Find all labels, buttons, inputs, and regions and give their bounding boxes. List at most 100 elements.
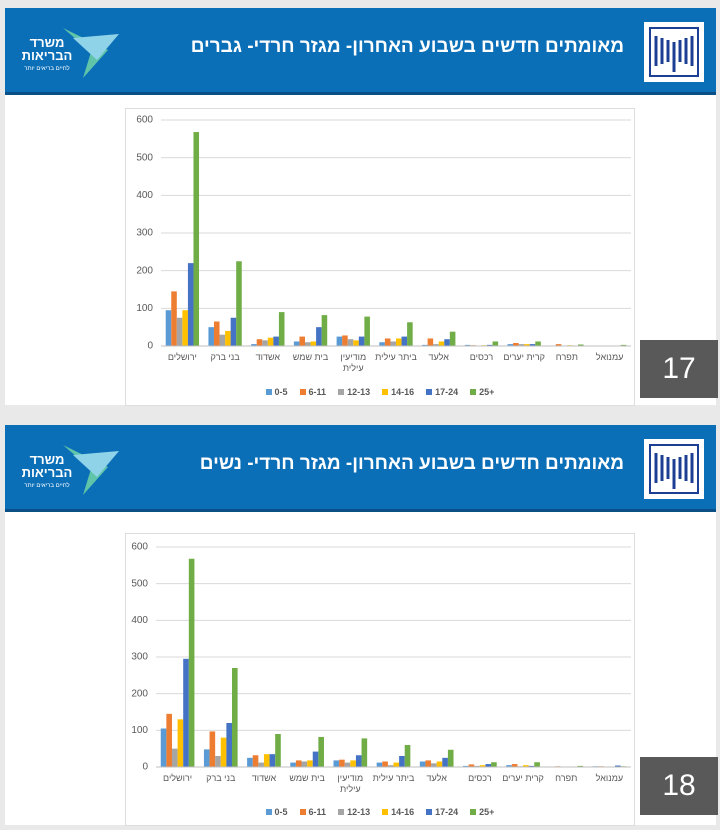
x-tick-label: אלעד xyxy=(417,352,460,363)
ministry-logo: משרד הבריאות לחיים בריאים יותר xyxy=(13,437,123,499)
x-tick-label: קרית יערים xyxy=(503,352,546,363)
x-tick-label: בית שמש xyxy=(289,352,332,363)
header: מאומתים חדשים בשבוע האחרון- מגזר חרדי- נ… xyxy=(5,425,716,512)
x-tick-label: בית שמש xyxy=(286,773,329,784)
bar xyxy=(279,312,285,346)
logo-tagline: לחיים בריאים יותר xyxy=(17,66,77,72)
header: מאומתים חדשים בשבוע האחרון- מגזר חרדי- ג… xyxy=(5,8,716,95)
bar xyxy=(305,342,311,346)
bar xyxy=(307,760,313,767)
bar xyxy=(385,338,391,346)
logo-name: משרד הבריאות xyxy=(17,453,77,479)
legend-label: 17-24 xyxy=(435,807,458,817)
bar xyxy=(161,729,167,768)
bar xyxy=(178,719,184,767)
bar xyxy=(379,342,385,346)
y-tick-label: 100 xyxy=(136,303,153,314)
bar xyxy=(313,752,319,767)
bar xyxy=(337,337,343,346)
y-tick-label: 500 xyxy=(131,578,148,589)
bar xyxy=(396,338,402,346)
bar xyxy=(348,339,354,346)
bar xyxy=(189,559,195,767)
legend-label: 25+ xyxy=(479,807,494,817)
bar xyxy=(420,762,426,768)
legend-swatch xyxy=(470,809,476,815)
legend-label: 14-16 xyxy=(391,807,414,817)
legend-item: 25+ xyxy=(470,807,494,817)
bar xyxy=(450,332,456,346)
bar xyxy=(437,762,443,768)
legend-item: 25+ xyxy=(470,387,494,397)
bar xyxy=(221,738,227,767)
bar xyxy=(177,318,183,346)
bar xyxy=(268,338,274,346)
x-tick-label: בני ברק xyxy=(199,773,242,784)
bar xyxy=(405,745,411,767)
legend-label: 14-16 xyxy=(391,387,414,397)
bar xyxy=(311,341,317,346)
x-tick-label: מודיעין עילית xyxy=(332,352,375,374)
bar xyxy=(302,762,308,768)
legend-label: 0-5 xyxy=(275,387,288,397)
legend-swatch xyxy=(382,389,388,395)
bar xyxy=(333,760,339,767)
bar xyxy=(345,763,351,767)
y-tick-label: 400 xyxy=(131,615,148,626)
legend-swatch xyxy=(382,809,388,815)
bar xyxy=(225,331,231,346)
bar xyxy=(382,762,388,768)
x-tick-label: קרית יערים xyxy=(501,773,544,784)
bar xyxy=(215,756,221,767)
bar xyxy=(359,337,365,346)
bar xyxy=(226,723,232,767)
bar xyxy=(264,754,270,767)
y-tick-label: 500 xyxy=(136,152,153,163)
slide-number: 17 xyxy=(640,340,718,398)
legend-swatch xyxy=(266,389,272,395)
bar xyxy=(204,749,210,767)
bar xyxy=(350,760,356,767)
bar xyxy=(407,322,413,346)
bar xyxy=(534,762,540,767)
logo-tagline: לחיים בריאים יותר xyxy=(17,483,77,489)
bar xyxy=(232,668,238,767)
legend-swatch xyxy=(470,389,476,395)
bar xyxy=(390,341,396,346)
seal-logo xyxy=(644,22,704,82)
legend-label: 25+ xyxy=(479,387,494,397)
bar xyxy=(171,291,177,346)
y-tick-label: 200 xyxy=(131,688,148,699)
legend-item: 6-11 xyxy=(300,387,327,397)
legend-item: 14-16 xyxy=(382,807,414,817)
bar xyxy=(231,318,237,346)
bar xyxy=(296,760,302,767)
x-tick-label: עמנואל xyxy=(588,773,631,784)
bar xyxy=(188,263,194,346)
legend-label: 12-13 xyxy=(347,387,370,397)
bar xyxy=(166,310,172,346)
ministry-logo: משרד הבריאות לחיים בריאים יותר xyxy=(13,20,123,82)
bar xyxy=(439,341,445,346)
bar xyxy=(294,341,300,346)
bar xyxy=(172,749,178,767)
legend-label: 0-5 xyxy=(275,807,288,817)
x-tick-label: רכסים xyxy=(458,773,501,784)
bar xyxy=(425,760,431,767)
bar xyxy=(342,335,348,346)
x-tick-label: תפרח xyxy=(546,352,589,363)
bar xyxy=(253,755,259,767)
bar xyxy=(166,714,172,767)
bar xyxy=(402,337,408,346)
y-tick-label: 600 xyxy=(136,115,153,126)
legend-swatch xyxy=(338,809,344,815)
y-tick-label: 300 xyxy=(136,228,153,239)
legend-item: 12-13 xyxy=(338,387,370,397)
bar xyxy=(270,754,276,767)
slide: מאומתים חדשים בשבוע האחרון- מגזר חרדי- ג… xyxy=(5,8,716,405)
bar xyxy=(493,341,499,346)
bar xyxy=(208,327,214,346)
